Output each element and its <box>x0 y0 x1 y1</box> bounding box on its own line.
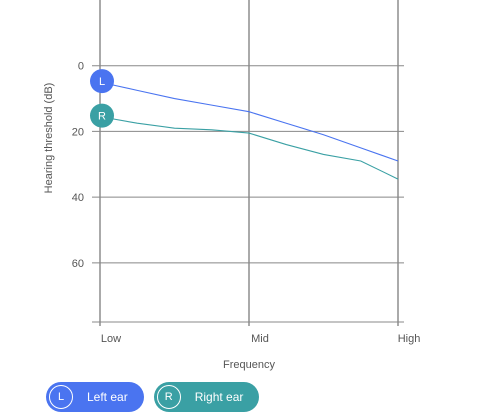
x-tick-label-mid: Mid <box>251 333 269 345</box>
series-marker-l <box>90 69 114 94</box>
y-tick-label-20: 20 <box>72 126 84 138</box>
series-line-right-ear <box>99 116 399 180</box>
legend-item-right-ear[interactable]: R Right ear <box>153 382 260 412</box>
y-axis-title: Hearing threshold (dB) <box>43 83 55 194</box>
x-axis-title: Frequency <box>223 359 275 371</box>
y-tick-label-0: 0 <box>78 61 84 73</box>
legend: L Left ear R Right ear <box>46 382 260 412</box>
series-marker-label-r: R <box>98 111 106 123</box>
y-tick-label-40: 40 <box>72 192 84 204</box>
legend-item-left-ear[interactable]: L Left ear <box>46 382 144 412</box>
right-ear-badge-icon: R <box>156 385 181 409</box>
series-line-left-ear <box>99 81 399 162</box>
series-marker-r <box>90 103 114 128</box>
legend-label-right-ear: Right ear <box>194 390 244 404</box>
legend-label-left-ear: Left ear <box>87 390 128 404</box>
series-marker-label-l: L <box>99 76 105 88</box>
x-tick-label-low: Low <box>101 333 121 345</box>
x-tick-label-high: High <box>398 333 421 345</box>
left-ear-badge-icon: L <box>49 385 73 409</box>
y-tick-label-60: 60 <box>72 258 84 270</box>
